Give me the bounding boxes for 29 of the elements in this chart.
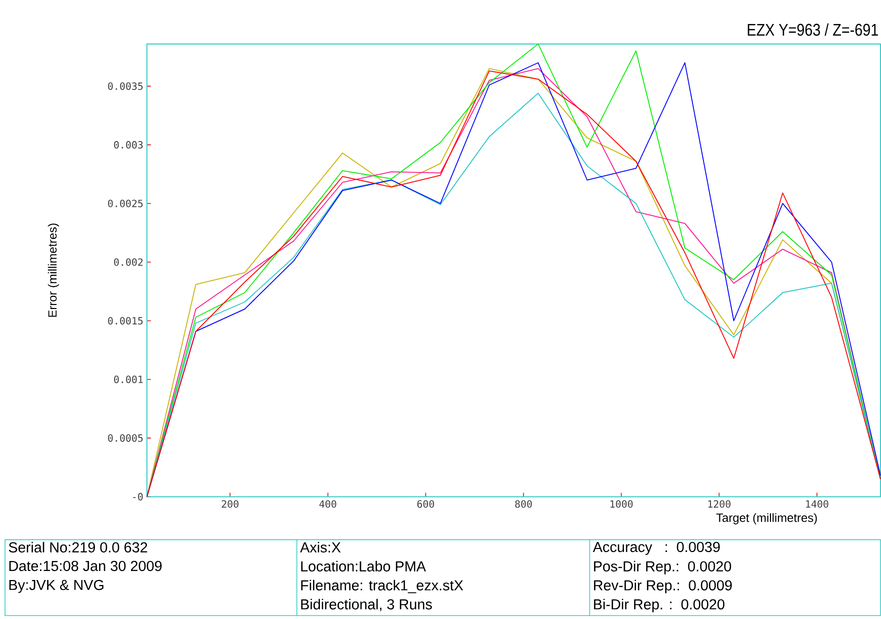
x-tick-label: 800 [515,500,532,508]
x-tick-label: 1200 [708,500,730,508]
x-tick-label: 600 [417,500,434,508]
x-tick-label: 200 [222,500,238,508]
text: Date:15:08 Jan 30 2009 [9,561,162,572]
x-tick-label: 400 [319,500,336,508]
text: Accuracy : 0.0039 [592,542,720,556]
text: Serial No:219 0.0 632 [8,542,148,553]
y-tick-label: 0.0005 [108,434,143,442]
text: Rev-Dir Rep.: 0.0009 [594,580,732,594]
y-tick-label: 0.0015 [108,317,143,325]
x-tick-label: 1000 [610,500,633,508]
x-axis-title: Target (millimetres) [716,513,817,525]
y-tick-label: -0 [133,493,143,501]
y-axis-title: Error (millimetres) [48,224,60,317]
text: Bi-Dir Rep. : 0.0020 [594,599,724,612]
text: Axis:X [300,542,341,553]
y-tick-label: 0.0035 [108,82,143,90]
text: Pos-Dir Rep.: 0.0020 [594,561,732,575]
y-tick-label: 0.0025 [108,200,143,208]
text: Bidirectional, 3 Runs [301,599,432,612]
x-tick-label: 1400 [806,500,828,508]
chart-title: EZX Y=963 / Z=-691 [748,24,878,36]
y-tick-label: 0.003 [114,141,143,149]
text: Filename: track1_ezx.stX [301,580,464,594]
text: Location:Labo PMA [301,561,426,572]
y-tick-label: 0.001 [114,376,143,384]
text: By:JVK & NVG [9,580,104,594]
y-tick-label: 0.002 [114,258,143,266]
